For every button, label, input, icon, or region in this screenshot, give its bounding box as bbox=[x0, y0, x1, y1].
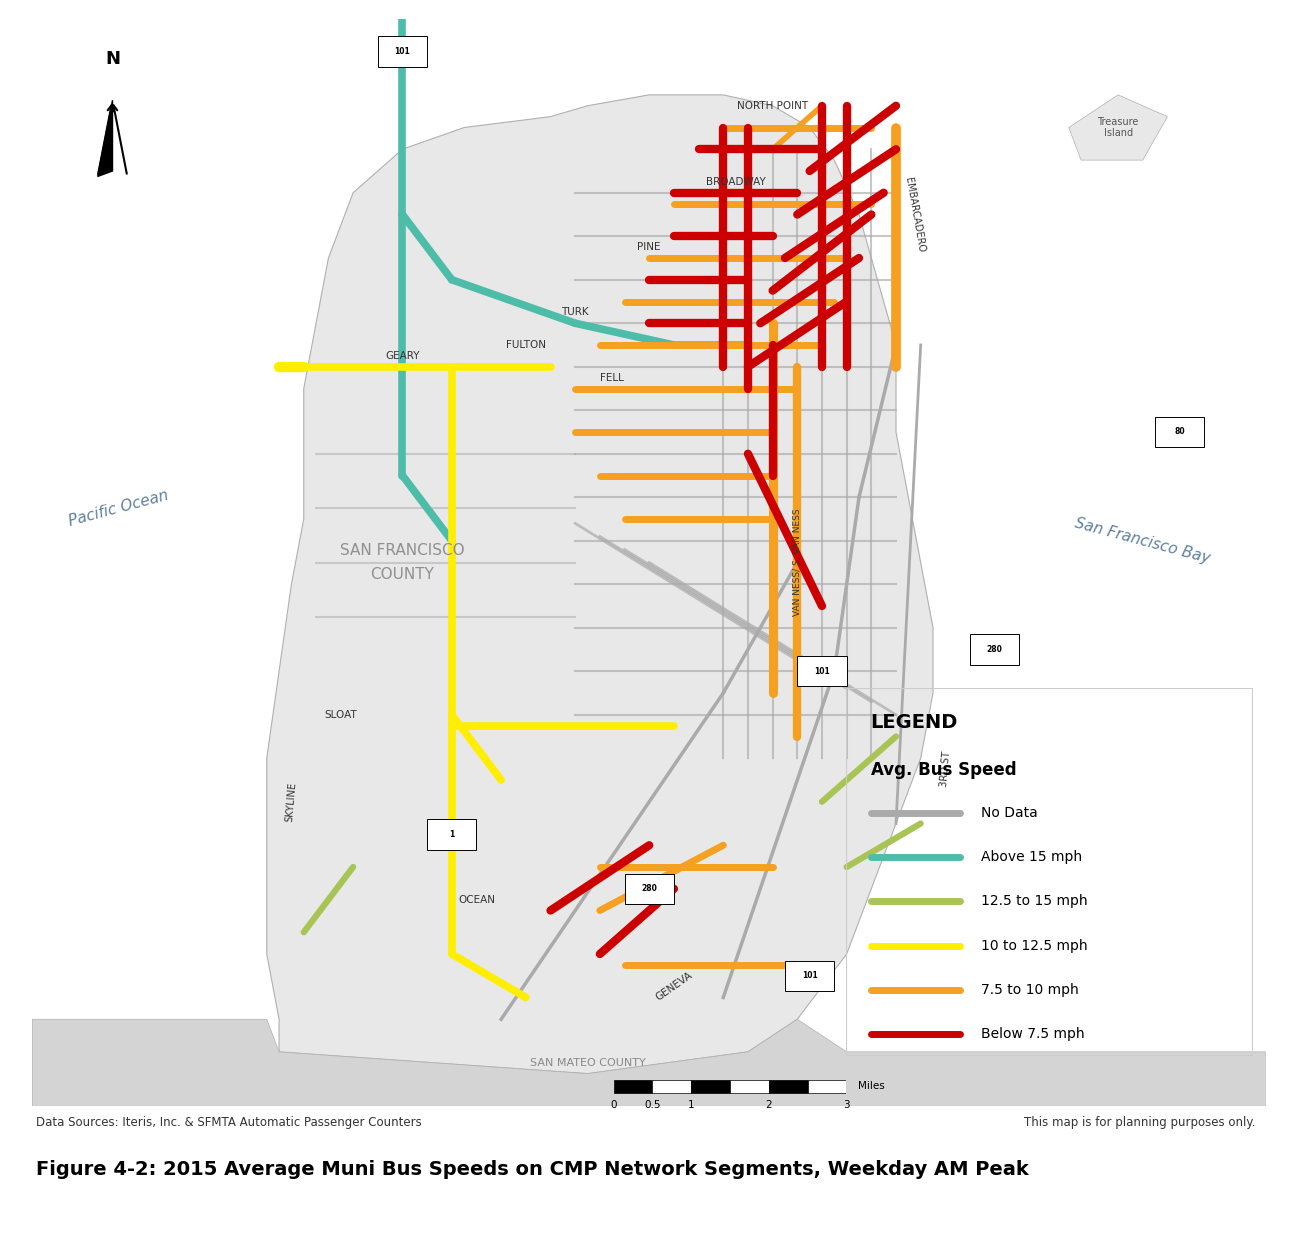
Text: No Data: No Data bbox=[981, 806, 1037, 820]
Text: 80: 80 bbox=[1174, 428, 1185, 436]
Text: Treasure
Island: Treasure Island bbox=[1097, 116, 1138, 139]
Text: 1: 1 bbox=[687, 1100, 695, 1110]
Bar bbox=[377, 36, 428, 66]
Bar bbox=[797, 656, 846, 686]
Text: SAN MATEO COUNTY: SAN MATEO COUNTY bbox=[530, 1058, 646, 1068]
Text: 12.5 to 15 mph: 12.5 to 15 mph bbox=[981, 895, 1087, 909]
Bar bbox=[624, 874, 674, 904]
Bar bbox=[614, 1080, 652, 1092]
Text: 3RD ST: 3RD ST bbox=[939, 751, 952, 788]
Text: GENEVA: GENEVA bbox=[654, 970, 694, 1002]
Text: SKYLINE: SKYLINE bbox=[284, 781, 298, 822]
Text: EMBARCADERO: EMBARCADERO bbox=[903, 176, 926, 252]
Text: 1: 1 bbox=[450, 830, 455, 839]
Text: 101: 101 bbox=[814, 666, 829, 676]
Polygon shape bbox=[98, 100, 112, 176]
Text: 280: 280 bbox=[987, 645, 1003, 654]
Text: 7.5 to 10 mph: 7.5 to 10 mph bbox=[981, 982, 1079, 998]
Text: San Francisco Bay: San Francisco Bay bbox=[1074, 515, 1212, 566]
Bar bbox=[786, 960, 835, 991]
Text: TURK: TURK bbox=[562, 308, 589, 318]
Polygon shape bbox=[266, 95, 933, 1074]
Bar bbox=[1155, 416, 1204, 447]
Text: 2: 2 bbox=[765, 1100, 773, 1110]
Text: Figure 4-2: 2015 Average Muni Bus Speeds on CMP Network Segments, Weekday AM Pea: Figure 4-2: 2015 Average Muni Bus Speeds… bbox=[36, 1160, 1028, 1179]
Text: 0: 0 bbox=[610, 1100, 618, 1110]
Text: 280: 280 bbox=[641, 884, 658, 894]
Text: FELL: FELL bbox=[601, 372, 624, 382]
Text: PINE: PINE bbox=[637, 242, 662, 252]
Text: 0.5: 0.5 bbox=[645, 1100, 660, 1110]
Text: 10 to 12.5 mph: 10 to 12.5 mph bbox=[981, 939, 1087, 952]
Bar bbox=[730, 1080, 769, 1092]
Bar bbox=[652, 1080, 691, 1092]
Text: VAN NESS/ S. VAN NESS: VAN NESS/ S. VAN NESS bbox=[793, 509, 802, 616]
Text: 101: 101 bbox=[394, 46, 411, 56]
Text: Below 7.5 mph: Below 7.5 mph bbox=[981, 1028, 1084, 1041]
Polygon shape bbox=[1068, 95, 1168, 160]
Text: 3: 3 bbox=[842, 1100, 850, 1110]
Bar bbox=[691, 1080, 730, 1092]
Polygon shape bbox=[32, 1019, 1266, 1106]
Text: SAN FRANCISCO
COUNTY: SAN FRANCISCO COUNTY bbox=[340, 542, 465, 582]
Text: N: N bbox=[105, 50, 120, 68]
Bar bbox=[808, 1080, 846, 1092]
Text: Pacific Ocean: Pacific Ocean bbox=[67, 488, 171, 529]
Text: Avg. Bus Speed: Avg. Bus Speed bbox=[871, 761, 1017, 779]
Text: SLOAT: SLOAT bbox=[324, 710, 357, 720]
Text: Above 15 mph: Above 15 mph bbox=[981, 850, 1081, 864]
Bar bbox=[970, 634, 1019, 665]
Text: 101: 101 bbox=[802, 971, 818, 980]
Text: Miles: Miles bbox=[858, 1081, 885, 1091]
Text: This map is for planning purposes only.: This map is for planning purposes only. bbox=[1025, 1116, 1256, 1129]
Text: LEGEND: LEGEND bbox=[871, 714, 959, 732]
Text: FULTON: FULTON bbox=[506, 340, 545, 350]
Text: Data Sources: Iteris, Inc. & SFMTA Automatic Passenger Counters: Data Sources: Iteris, Inc. & SFMTA Autom… bbox=[36, 1116, 422, 1129]
Text: NORTH POINT: NORTH POINT bbox=[736, 101, 809, 111]
Bar bbox=[769, 1080, 808, 1092]
Text: OCEAN: OCEAN bbox=[457, 895, 495, 905]
Bar bbox=[428, 819, 477, 850]
Text: GEARY: GEARY bbox=[385, 351, 420, 361]
Text: BROADWAY: BROADWAY bbox=[705, 176, 765, 186]
